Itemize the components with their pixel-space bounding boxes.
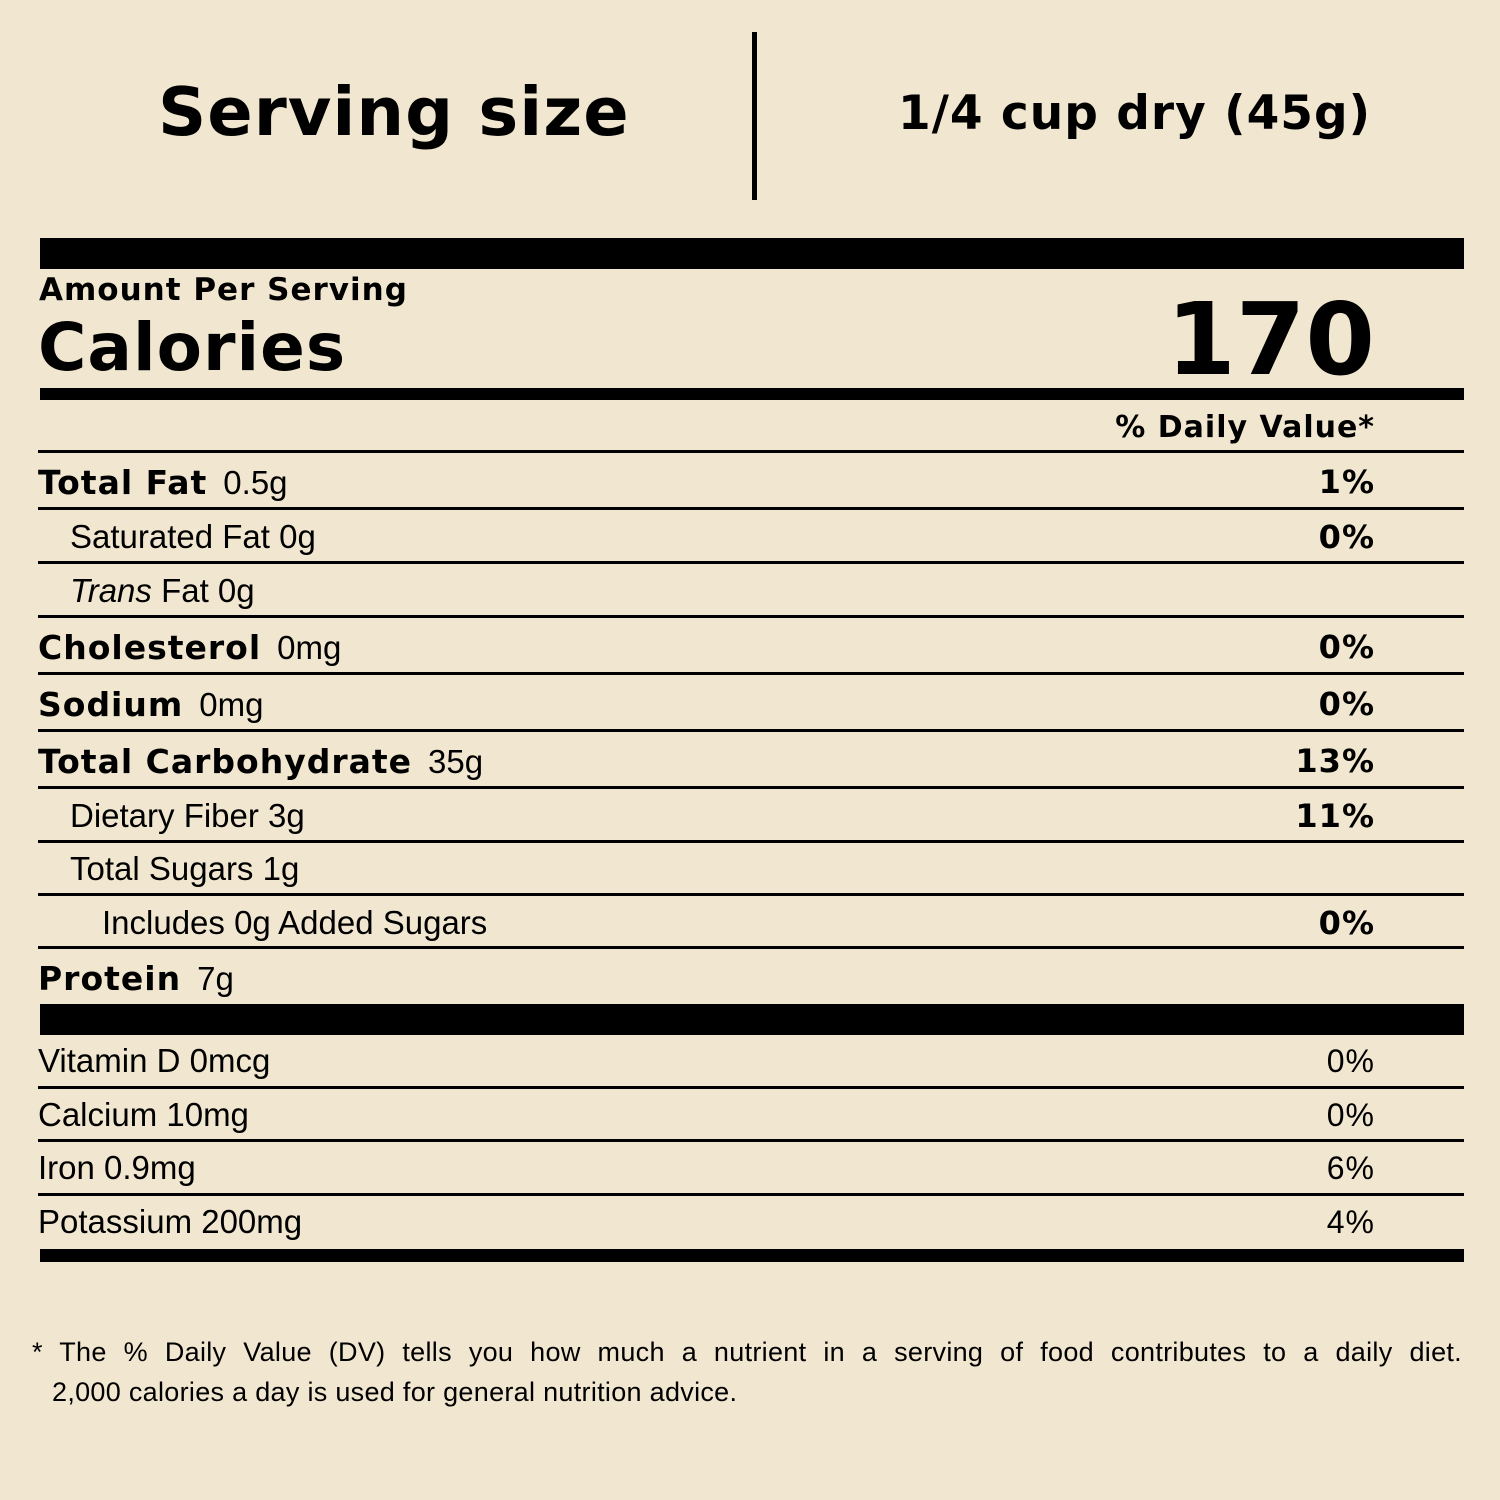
rule: [38, 672, 1464, 675]
nutrient-dv: 0%: [1318, 628, 1375, 666]
nutrient-dv: 0%: [1318, 518, 1375, 556]
nutrient-amount: 7g: [197, 959, 234, 997]
nutrient-dv: 0%: [1318, 904, 1375, 942]
rule: [38, 507, 1464, 510]
rule: [38, 1086, 1464, 1089]
nutrient-amount: 0mg: [277, 628, 342, 666]
nutrient-row-dietary-fiber: Dietary Fiber 3g 11%: [38, 789, 1375, 843]
nutrient-label: Saturated Fat 0g: [70, 518, 316, 555]
daily-value-header: % Daily Value*: [1115, 410, 1375, 445]
footnote-line-1: * The % Daily Value (DV) tells you how m…: [32, 1337, 1462, 1367]
nutrient-name: Protein: [38, 958, 182, 998]
nutrient-row-sodium: Sodium 0mg 0%: [38, 677, 1375, 731]
vitamin-dv: 0%: [1326, 1042, 1375, 1079]
nutrient-label: Fat 0g: [151, 572, 255, 609]
vitamin-row-calcium: Calcium 10mg 0%: [38, 1088, 1375, 1142]
vitamin-row-vitamin-d: Vitamin D 0mcg 0%: [38, 1034, 1375, 1088]
serving-divider: [752, 32, 757, 200]
nutrient-amount: 0mg: [199, 685, 264, 723]
vitamin-dv: 4%: [1326, 1203, 1375, 1240]
nutrient-row-cholesterol: Cholesterol 0mg 0%: [38, 620, 1375, 674]
nutrient-name: Sodium: [38, 684, 184, 724]
nutrient-dv: 1%: [1318, 463, 1375, 501]
nutrient-row-trans-fat: Trans Fat 0g: [38, 564, 1375, 618]
nutrient-label: Total Sugars 1g: [70, 850, 300, 887]
nutrient-label-italic: Trans: [70, 572, 152, 609]
calories-bar: [40, 388, 1464, 400]
calories-value: 170: [1166, 281, 1375, 398]
nutrient-amount: 0.5g: [223, 463, 288, 501]
rule: [38, 729, 1464, 732]
footnote-line-2: 2,000 calories a day is used for general…: [52, 1377, 738, 1407]
amount-per-serving-label: Amount Per Serving: [39, 272, 408, 308]
rule: [38, 1139, 1464, 1142]
nutrient-name: Total Fat: [38, 462, 208, 502]
calories-label: Calories: [38, 309, 347, 386]
vitamins-thick-bar: [40, 1004, 1464, 1035]
nutrient-dv: 13%: [1295, 742, 1375, 780]
rule: [38, 786, 1464, 789]
vitamin-label: Calcium 10mg: [38, 1096, 249, 1133]
rule: [38, 893, 1464, 896]
nutrient-label: Includes 0g Added Sugars: [102, 904, 488, 941]
rule: [38, 946, 1464, 949]
rule: [38, 840, 1464, 843]
vitamin-label: Vitamin D 0mcg: [38, 1042, 271, 1079]
nutrient-name: Cholesterol: [38, 627, 262, 667]
vitamin-dv: 6%: [1326, 1149, 1375, 1186]
top-thick-bar: [40, 238, 1464, 269]
footnote: * The % Daily Value (DV) tells you how m…: [32, 1332, 1462, 1412]
nutrient-row-total-sugars: Total Sugars 1g: [38, 842, 1375, 896]
nutrient-dv: 0%: [1318, 685, 1375, 723]
vitamin-label: Potassium 200mg: [38, 1203, 303, 1240]
rule: [38, 561, 1464, 564]
nutrient-row-saturated-fat: Saturated Fat 0g 0%: [38, 510, 1375, 564]
vitamin-row-iron: Iron 0.9mg 6%: [38, 1141, 1375, 1195]
vitamin-label: Iron 0.9mg: [38, 1149, 196, 1186]
serving-size-label: Serving size: [158, 73, 630, 151]
rule: [38, 450, 1464, 453]
nutrient-label: Dietary Fiber 3g: [70, 797, 305, 834]
bottom-thick-bar: [40, 1249, 1464, 1262]
nutrient-name: Total Carbohydrate: [38, 741, 413, 781]
nutrient-row-protein: Protein 7g: [38, 951, 1375, 1005]
nutrient-row-added-sugars: Includes 0g Added Sugars 0%: [38, 896, 1375, 950]
nutrient-dv: 11%: [1295, 797, 1375, 835]
serving-size-value: 1/4 cup dry (45g): [898, 86, 1372, 141]
nutrient-amount: 35g: [428, 742, 484, 780]
nutrient-row-total-carbohydrate: Total Carbohydrate 35g 13%: [38, 734, 1375, 788]
vitamin-dv: 0%: [1326, 1096, 1375, 1133]
vitamin-row-potassium: Potassium 200mg 4%: [38, 1195, 1375, 1249]
rule: [38, 615, 1464, 618]
rule: [38, 1193, 1464, 1196]
nutrient-row-total-fat: Total Fat 0.5g 1%: [38, 455, 1375, 509]
